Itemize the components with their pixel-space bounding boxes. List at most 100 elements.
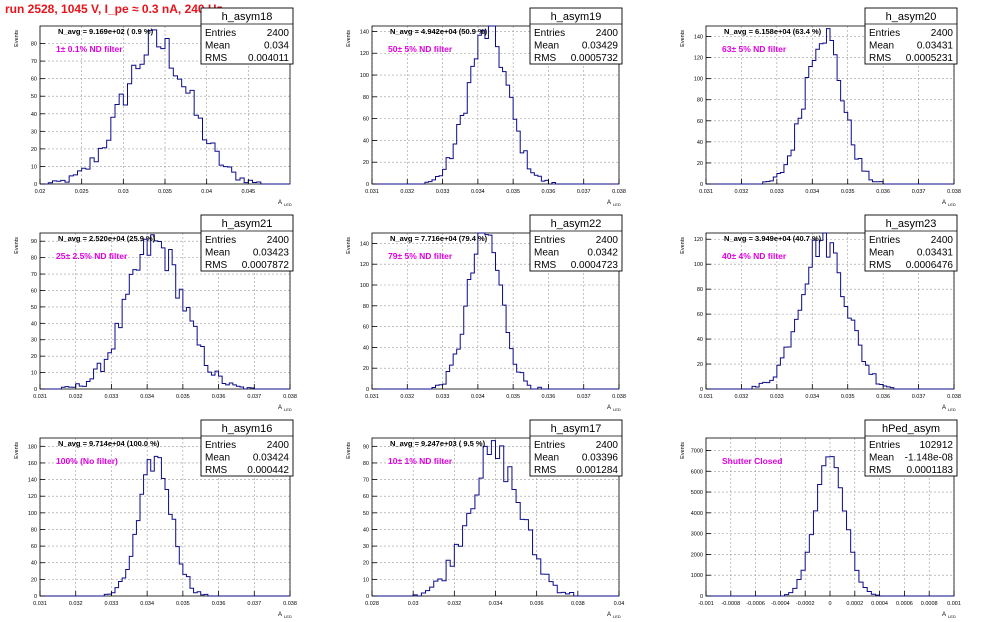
x-tick-label: 0.035 (841, 394, 855, 400)
y-tick-label: 1000 (691, 573, 703, 579)
stats-label-rms: RMS (205, 465, 228, 476)
stats-name: hPed_asym (882, 423, 940, 435)
x-tick-label: 0.036 (876, 189, 890, 195)
stats-value-rms: 0.0001183 (906, 465, 953, 476)
x-tick-label: 0.038 (283, 394, 297, 400)
y-tick-label: 60 (363, 325, 369, 331)
filter-annotation: Shutter Closed (722, 456, 782, 466)
y-axis-label: Events (346, 237, 352, 254)
x-tick-label: 0.037 (247, 601, 261, 607)
stats-value-mean: 0.03431 (917, 248, 954, 259)
stats-label-mean: Mean (869, 41, 894, 52)
y-axis-label: Events (680, 442, 686, 459)
y-tick-label: 40 (31, 321, 37, 327)
stats-value-rms: 0.001284 (576, 465, 618, 476)
x-tick-label: 0.03 (118, 189, 129, 195)
stats-label-rms: RMS (534, 53, 557, 64)
stats-name: h_asym19 (551, 11, 602, 23)
y-tick-label: 0 (366, 387, 369, 393)
run-title: run 2528, 1045 V, I_pe ≈ 0.3 nA, 240 Hz (5, 2, 223, 16)
stats-label-rms: RMS (534, 260, 557, 271)
x-tick-label: 0.038 (612, 189, 626, 195)
stats-label-rms: RMS (205, 53, 228, 64)
x-tick-label: 0 (828, 601, 831, 607)
histogram-series (40, 29, 290, 185)
x-axis-label: A (278, 612, 282, 618)
x-tick-label: 0.033 (436, 189, 450, 195)
x-tick-label: 0.0006 (896, 601, 913, 607)
filter-annotation: 1± 0.1% ND filter (56, 44, 123, 54)
y-tick-label: 120 (360, 51, 369, 57)
y-tick-label: 60 (363, 494, 369, 500)
x-tick-label: 0.036 (212, 394, 226, 400)
y-axis-label: Events (346, 30, 352, 47)
x-tick-label: 0.035 (841, 189, 855, 195)
y-tick-label: 0 (366, 594, 369, 600)
stats-value-entries: 2400 (931, 235, 954, 246)
filter-annotation: 10± 1% ND filter (388, 456, 453, 466)
stats-label-mean: Mean (205, 248, 230, 259)
y-tick-label: 60 (31, 288, 37, 294)
x-tick-label: 0.03 (408, 601, 419, 607)
stats-box (864, 7, 958, 65)
stats-value-mean: 0.03424 (253, 453, 290, 464)
x-tick-label: 0.028 (365, 601, 379, 607)
stats-name: h_asym23 (886, 218, 937, 230)
histogram-panel-h_asym18: 0.02 0.025 0.03 0.035 0.04 0.045 0 10 20 30 40 50 60… (14, 7, 294, 207)
stats-value-rms: 0.000442 (247, 465, 289, 476)
y-tick-label: 30 (31, 338, 37, 344)
y-tick-label: 20 (697, 362, 703, 368)
stats-value-entries: 2400 (267, 440, 290, 451)
filter-annotation: 100% (No filter) (56, 456, 118, 466)
x-axis-label: A (278, 200, 282, 206)
stats-box (200, 214, 294, 272)
x-tick-label: 0.037 (247, 394, 261, 400)
y-tick-label: 60 (697, 119, 703, 125)
y-tick-label: 40 (697, 140, 703, 146)
stats-label-entries: Entries (534, 235, 565, 246)
filter-annotation: 40± 4% ND filter (722, 251, 787, 261)
x-tick-label: 0.035 (176, 394, 190, 400)
x-tick-label: 0.033 (436, 394, 450, 400)
y-tick-label: 50 (363, 511, 369, 517)
stats-value-rms: 0.0004723 (571, 260, 619, 271)
x-tick-label: 0.031 (365, 189, 379, 195)
stats-name: h_asym20 (886, 11, 937, 23)
y-tick-label: 90 (363, 444, 369, 450)
x-axis-label-subscript: LED (284, 202, 292, 207)
stats-value-rms: 0.0005732 (571, 53, 619, 64)
y-tick-label: 80 (697, 98, 703, 104)
histogram-title: N_avg = 9.247e+03 ( 9.5 %) (390, 439, 486, 448)
x-tick-label: 0.034 (489, 601, 503, 607)
stats-label-mean: Mean (534, 453, 559, 464)
x-tick-label: 0.036 (530, 601, 544, 607)
stats-value-mean: 0.0342 (587, 248, 618, 259)
y-tick-label: 4000 (691, 511, 703, 517)
x-tick-label: 0.036 (876, 394, 890, 400)
x-tick-label: 0.032 (447, 601, 461, 607)
y-tick-label: 140 (360, 241, 369, 247)
filter-annotation: 63± 5% ND filter (722, 44, 787, 54)
x-tick-label: 0.037 (577, 189, 591, 195)
histogram-panel-h_asym19: 0.031 0.032 0.033 0.034 0.035 0.036 0.037 0.038… (346, 7, 626, 207)
y-tick-label: 20 (31, 354, 37, 360)
y-tick-label: 0 (34, 182, 37, 188)
y-tick-label: 20 (697, 161, 703, 167)
x-axis-label: A (607, 405, 611, 411)
stats-label-entries: Entries (205, 28, 236, 39)
x-axis-label-subscript: LED (613, 202, 621, 207)
y-tick-label: 80 (31, 256, 37, 262)
stats-label-mean: Mean (205, 453, 230, 464)
y-tick-label: 20 (363, 561, 369, 567)
stats-box (864, 419, 958, 477)
x-tick-label: 0.033 (770, 189, 784, 195)
histogram-title: N_avg = 6.158e+04 (63.4 %) (724, 27, 822, 36)
histogram-series (372, 440, 619, 597)
y-axis-label: Events (14, 442, 20, 459)
x-tick-label: 0.031 (699, 394, 713, 400)
x-tick-label: 0.034 (140, 394, 154, 400)
x-axis-label-subscript: LED (948, 202, 956, 207)
stats-label-rms: RMS (534, 465, 557, 476)
y-tick-label: 0 (366, 182, 369, 188)
